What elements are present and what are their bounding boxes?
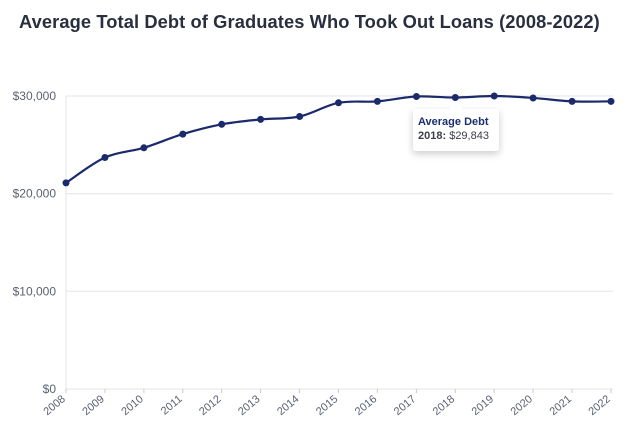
svg-text:2016: 2016 [353, 393, 379, 418]
svg-text:$0: $0 [43, 382, 57, 396]
svg-text:$10,000: $10,000 [13, 284, 57, 298]
svg-text:2008: 2008 [41, 393, 67, 418]
svg-text:2021: 2021 [548, 393, 574, 418]
svg-text:2022: 2022 [586, 393, 612, 418]
svg-text:$30,000: $30,000 [13, 89, 57, 103]
svg-text:2017: 2017 [392, 393, 418, 418]
svg-text:2011: 2011 [159, 393, 185, 417]
svg-text:2009: 2009 [80, 393, 106, 418]
svg-text:2020: 2020 [509, 393, 535, 418]
svg-text:2013: 2013 [236, 393, 262, 418]
svg-text:2018: 2018 [431, 393, 457, 418]
svg-text:2019: 2019 [470, 393, 496, 418]
svg-text:2015: 2015 [314, 393, 340, 418]
svg-text:$20,000: $20,000 [13, 187, 57, 201]
svg-text:2010: 2010 [119, 393, 145, 418]
svg-text:2014: 2014 [275, 393, 301, 418]
svg-text:2012: 2012 [197, 393, 223, 418]
